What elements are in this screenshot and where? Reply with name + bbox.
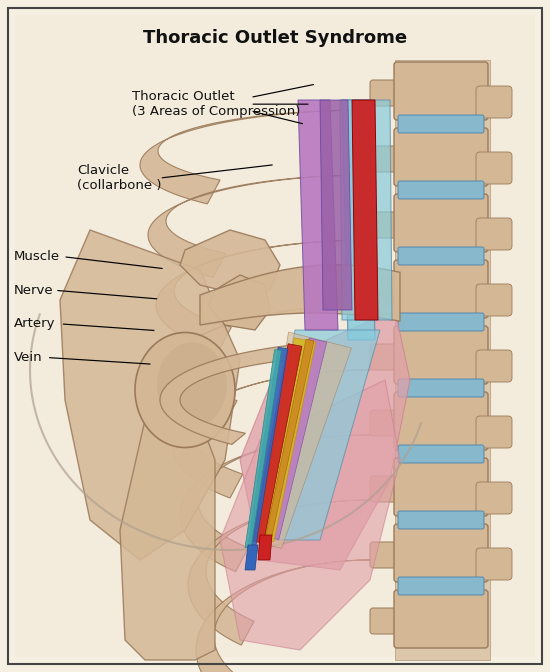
FancyBboxPatch shape <box>394 458 488 516</box>
Polygon shape <box>256 338 316 542</box>
Polygon shape <box>265 339 314 540</box>
FancyBboxPatch shape <box>370 212 404 238</box>
Polygon shape <box>200 265 400 325</box>
Polygon shape <box>15 15 535 657</box>
Text: Vein: Vein <box>14 351 42 364</box>
Polygon shape <box>258 535 272 560</box>
FancyBboxPatch shape <box>398 577 484 595</box>
Polygon shape <box>352 100 378 320</box>
FancyBboxPatch shape <box>398 313 484 331</box>
Polygon shape <box>245 349 282 548</box>
Polygon shape <box>240 310 410 570</box>
Polygon shape <box>164 305 370 425</box>
Polygon shape <box>245 545 258 570</box>
Polygon shape <box>148 175 370 278</box>
FancyBboxPatch shape <box>394 194 488 252</box>
Polygon shape <box>248 347 288 546</box>
Polygon shape <box>140 110 370 204</box>
Polygon shape <box>255 332 351 548</box>
FancyBboxPatch shape <box>476 86 512 118</box>
FancyBboxPatch shape <box>370 146 404 172</box>
FancyBboxPatch shape <box>394 260 488 318</box>
FancyBboxPatch shape <box>476 350 512 382</box>
FancyBboxPatch shape <box>394 326 488 384</box>
FancyBboxPatch shape <box>370 278 404 304</box>
FancyBboxPatch shape <box>476 152 512 184</box>
Polygon shape <box>160 342 324 444</box>
FancyBboxPatch shape <box>370 410 404 436</box>
FancyBboxPatch shape <box>394 590 488 648</box>
FancyBboxPatch shape <box>398 445 484 463</box>
FancyBboxPatch shape <box>398 181 484 199</box>
FancyBboxPatch shape <box>370 608 404 634</box>
Text: Nerve: Nerve <box>14 284 53 297</box>
Polygon shape <box>250 330 380 540</box>
Text: Thoracic Outlet Syndrome: Thoracic Outlet Syndrome <box>143 29 407 47</box>
Polygon shape <box>180 435 370 572</box>
FancyBboxPatch shape <box>370 542 404 568</box>
FancyBboxPatch shape <box>394 524 488 582</box>
FancyBboxPatch shape <box>394 392 488 450</box>
Text: Muscle: Muscle <box>14 250 60 263</box>
FancyBboxPatch shape <box>398 115 484 133</box>
Ellipse shape <box>135 333 235 448</box>
Polygon shape <box>188 500 370 645</box>
Polygon shape <box>60 230 240 560</box>
Polygon shape <box>252 343 302 543</box>
Text: Artery: Artery <box>14 317 55 331</box>
Polygon shape <box>340 100 392 320</box>
Ellipse shape <box>157 343 227 427</box>
FancyBboxPatch shape <box>394 62 488 120</box>
Text: Clavicle
(collarbone ): Clavicle (collarbone ) <box>77 164 162 192</box>
FancyBboxPatch shape <box>476 284 512 316</box>
FancyBboxPatch shape <box>398 511 484 529</box>
FancyBboxPatch shape <box>370 80 404 106</box>
Polygon shape <box>265 338 327 540</box>
Polygon shape <box>172 370 370 498</box>
FancyBboxPatch shape <box>370 344 404 370</box>
Polygon shape <box>298 100 338 330</box>
Polygon shape <box>208 275 270 330</box>
FancyBboxPatch shape <box>476 548 512 580</box>
Polygon shape <box>196 560 370 672</box>
FancyBboxPatch shape <box>394 128 488 186</box>
Polygon shape <box>342 100 375 340</box>
Polygon shape <box>120 420 215 660</box>
FancyBboxPatch shape <box>476 416 512 448</box>
FancyBboxPatch shape <box>398 247 484 265</box>
Polygon shape <box>320 100 352 310</box>
FancyBboxPatch shape <box>476 218 512 250</box>
Polygon shape <box>180 230 280 295</box>
Polygon shape <box>220 380 400 650</box>
Polygon shape <box>156 240 370 351</box>
Polygon shape <box>395 60 490 660</box>
FancyBboxPatch shape <box>476 482 512 514</box>
Text: Thoracic Outlet
(3 Areas of Compression): Thoracic Outlet (3 Areas of Compression) <box>132 90 300 118</box>
FancyBboxPatch shape <box>370 476 404 502</box>
FancyBboxPatch shape <box>398 379 484 397</box>
